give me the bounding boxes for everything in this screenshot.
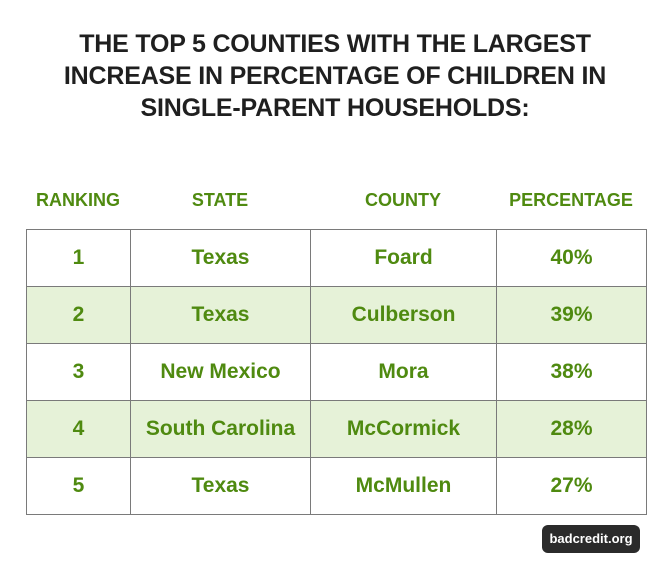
header-county: COUNTY [365,190,441,210]
title-line-2: INCREASE IN PERCENTAGE OF CHILDREN IN [63,62,607,90]
cell-percentage: 38% [496,343,647,401]
cell-ranking: 5 [26,457,131,515]
page-title: THE TOP 5 COUNTIES WITH THE LARGEST INCR… [0,28,670,124]
cell-percentage: 40% [496,229,647,287]
table-row: 4 South Carolina McCormick 28% [26,400,647,458]
table-row: 2 Texas Culberson 39% [26,286,647,344]
table-row: 5 Texas McMullen 27% [26,457,647,515]
cell-county: Mora [310,343,497,401]
cell-percentage: 27% [496,457,647,515]
table-row: 1 Texas Foard 40% [26,229,647,287]
cell-ranking: 3 [26,343,131,401]
cell-ranking: 1 [26,229,131,287]
cell-percentage: 28% [496,400,647,458]
title-line-1: THE TOP 5 COUNTIES WITH THE LARGEST [79,30,591,58]
cell-state: New Mexico [130,343,311,401]
header-state: STATE [191,190,249,210]
brand-badge: badcredit.org [542,525,640,553]
cell-county: McMullen [310,457,497,515]
cell-county: McCormick [310,400,497,458]
cell-state: Texas [130,286,311,344]
cell-county: Culberson [310,286,497,344]
title-line-3: SINGLE-PARENT HOUSEHOLDS: [140,94,530,122]
cell-ranking: 2 [26,286,131,344]
cell-state: South Carolina [130,400,311,458]
ranking-table: 1 Texas Foard 40% 2 Texas Culberson 39% … [26,229,647,515]
cell-percentage: 39% [496,286,647,344]
cell-county: Foard [310,229,497,287]
header-ranking: RANKING [36,190,120,210]
column-headers: RANKING STATE COUNTY PERCENTAGE [26,186,646,214]
table-row: 3 New Mexico Mora 38% [26,343,647,401]
cell-ranking: 4 [26,400,131,458]
cell-state: Texas [130,457,311,515]
header-percentage: PERCENTAGE [509,190,633,210]
cell-state: Texas [130,229,311,287]
